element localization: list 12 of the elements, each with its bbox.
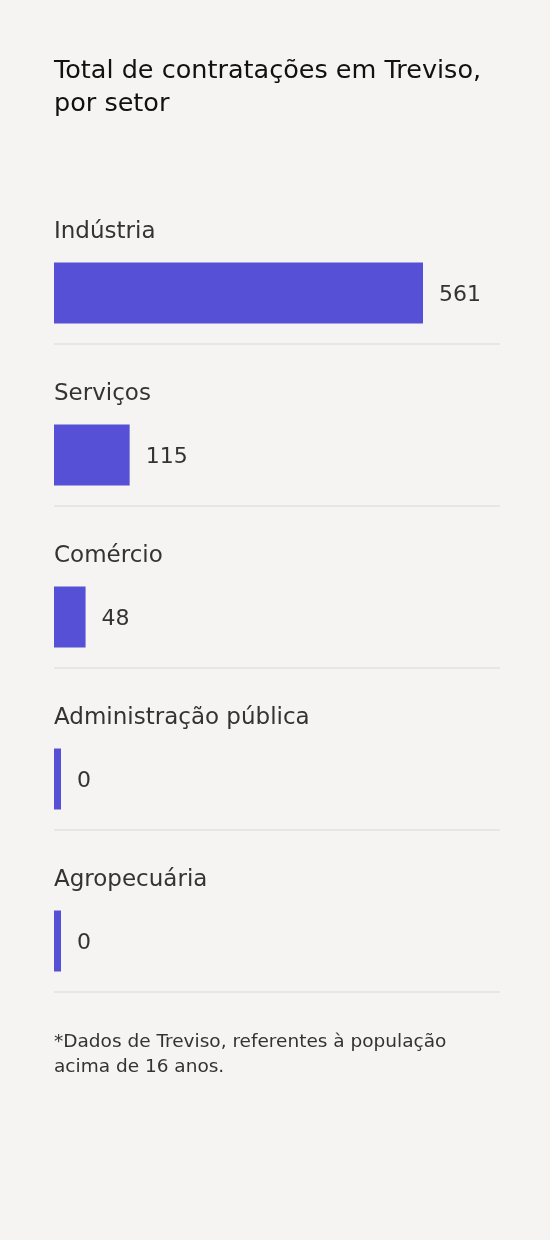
y-tick-label: Comércio	[54, 540, 163, 567]
chart-title: Total de contratações em Treviso, por setor	[54, 54, 482, 117]
y-tick-label: Agropecuária	[54, 864, 208, 891]
data-label: 48	[101, 604, 130, 630]
data-label: 0	[77, 928, 91, 954]
data-label: 0	[77, 766, 91, 792]
data-label: 561	[439, 280, 481, 306]
text: *Dados de Treviso, referentes à população acima de 16 anos.	[54, 1030, 447, 1076]
y-tick-label: Administração pública	[54, 702, 310, 729]
y-tick-label: Serviços	[54, 378, 151, 405]
data-label: 115	[145, 442, 188, 468]
y-tick-label: Indústria	[54, 216, 156, 243]
